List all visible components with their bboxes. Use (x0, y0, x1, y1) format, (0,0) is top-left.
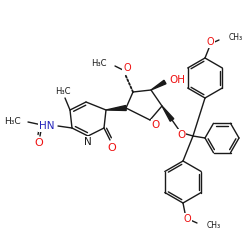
Text: CH₃: CH₃ (229, 34, 243, 42)
Text: O: O (108, 143, 116, 153)
Text: CH₃: CH₃ (207, 220, 221, 230)
Text: HN: HN (38, 121, 54, 131)
Text: H₃C: H₃C (55, 86, 71, 96)
Text: O: O (183, 214, 191, 224)
Text: O: O (152, 120, 160, 130)
Text: N: N (84, 137, 92, 147)
Text: H₃C: H₃C (4, 116, 21, 126)
Text: O: O (123, 63, 131, 73)
Polygon shape (106, 106, 126, 110)
Polygon shape (162, 106, 174, 121)
Text: H₃C: H₃C (92, 60, 107, 68)
Polygon shape (151, 80, 166, 90)
Text: O: O (206, 37, 214, 47)
Text: O: O (34, 138, 43, 148)
Text: OH: OH (169, 75, 185, 85)
Text: O: O (177, 130, 185, 140)
